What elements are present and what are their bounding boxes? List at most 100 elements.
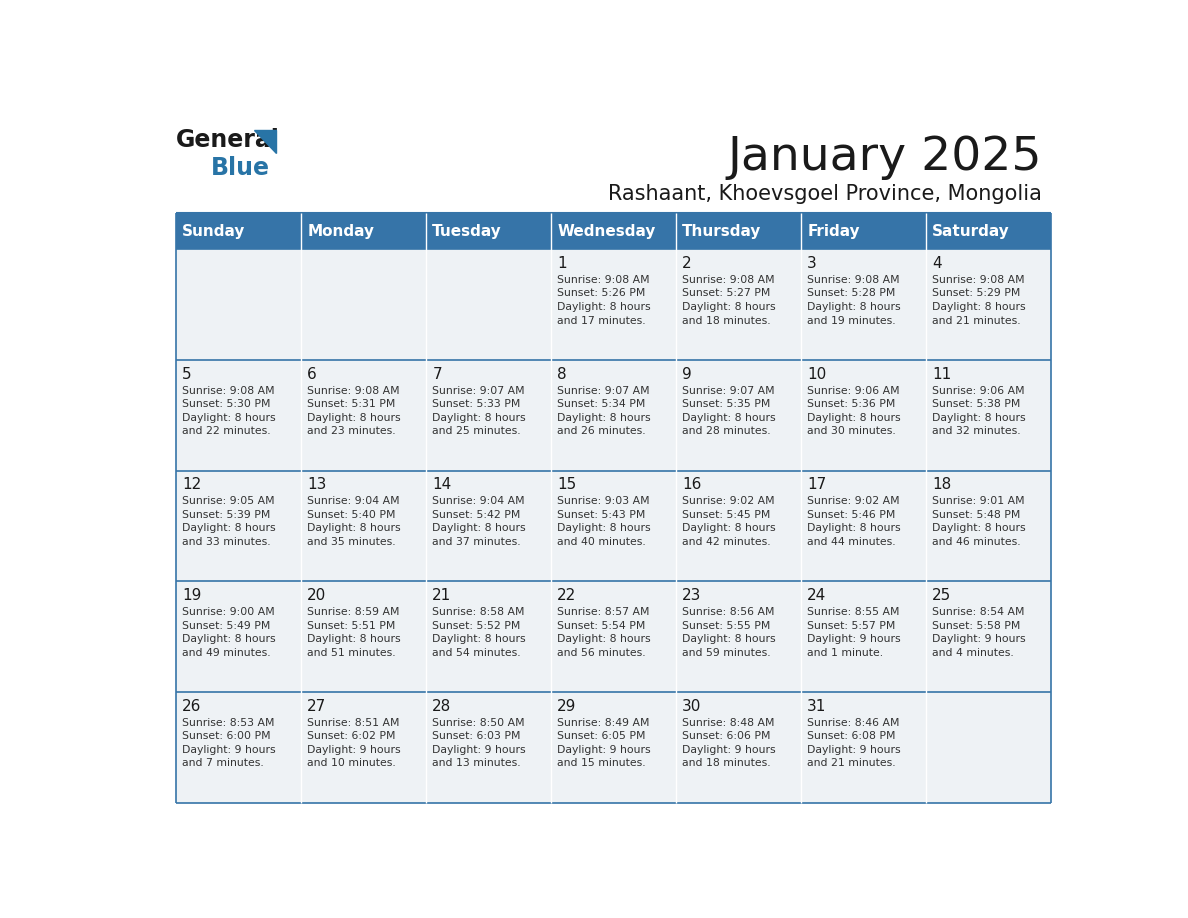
Text: 28: 28	[432, 699, 451, 714]
Text: 12: 12	[183, 477, 202, 492]
Bar	[301, 581, 426, 692]
Bar	[176, 692, 301, 803]
Bar	[676, 250, 801, 360]
Bar	[676, 581, 801, 692]
Text: Sunrise: 8:53 AM
Sunset: 6:00 PM
Daylight: 9 hours
and 7 minutes.: Sunrise: 8:53 AM Sunset: 6:00 PM Dayligh…	[183, 718, 276, 768]
Bar	[551, 471, 676, 581]
Bar	[801, 581, 925, 692]
Text: January 2025: January 2025	[727, 135, 1042, 180]
Text: Sunrise: 9:07 AM
Sunset: 5:35 PM
Daylight: 8 hours
and 28 minutes.: Sunrise: 9:07 AM Sunset: 5:35 PM Dayligh…	[682, 386, 776, 436]
Bar	[925, 692, 1051, 803]
Bar	[426, 250, 551, 360]
Bar	[925, 360, 1051, 471]
Text: Sunrise: 9:06 AM
Sunset: 5:36 PM
Daylight: 8 hours
and 30 minutes.: Sunrise: 9:06 AM Sunset: 5:36 PM Dayligh…	[807, 386, 901, 436]
Text: Blue: Blue	[211, 156, 270, 180]
Text: Sunrise: 9:05 AM
Sunset: 5:39 PM
Daylight: 8 hours
and 33 minutes.: Sunrise: 9:05 AM Sunset: 5:39 PM Dayligh…	[183, 497, 276, 547]
Text: Sunrise: 8:55 AM
Sunset: 5:57 PM
Daylight: 9 hours
and 1 minute.: Sunrise: 8:55 AM Sunset: 5:57 PM Dayligh…	[807, 607, 901, 658]
Bar	[676, 471, 801, 581]
Bar	[176, 581, 301, 692]
Text: Tuesday: Tuesday	[432, 224, 503, 239]
Text: 2: 2	[682, 256, 691, 271]
Bar	[301, 213, 426, 250]
Text: Sunrise: 8:49 AM
Sunset: 6:05 PM
Daylight: 9 hours
and 15 minutes.: Sunrise: 8:49 AM Sunset: 6:05 PM Dayligh…	[557, 718, 651, 768]
Text: Sunrise: 9:07 AM
Sunset: 5:33 PM
Daylight: 8 hours
and 25 minutes.: Sunrise: 9:07 AM Sunset: 5:33 PM Dayligh…	[432, 386, 526, 436]
Bar	[426, 471, 551, 581]
Bar	[676, 692, 801, 803]
Text: 14: 14	[432, 477, 451, 492]
Text: 21: 21	[432, 588, 451, 603]
Text: Sunrise: 9:01 AM
Sunset: 5:48 PM
Daylight: 8 hours
and 46 minutes.: Sunrise: 9:01 AM Sunset: 5:48 PM Dayligh…	[933, 497, 1025, 547]
Text: Sunrise: 9:00 AM
Sunset: 5:49 PM
Daylight: 8 hours
and 49 minutes.: Sunrise: 9:00 AM Sunset: 5:49 PM Dayligh…	[183, 607, 276, 658]
Bar	[551, 213, 676, 250]
Text: 1: 1	[557, 256, 567, 271]
Bar	[925, 250, 1051, 360]
Text: Sunrise: 8:57 AM
Sunset: 5:54 PM
Daylight: 8 hours
and 56 minutes.: Sunrise: 8:57 AM Sunset: 5:54 PM Dayligh…	[557, 607, 651, 658]
Text: Sunrise: 9:02 AM
Sunset: 5:46 PM
Daylight: 8 hours
and 44 minutes.: Sunrise: 9:02 AM Sunset: 5:46 PM Dayligh…	[807, 497, 901, 547]
Text: 8: 8	[557, 367, 567, 382]
Bar	[176, 471, 301, 581]
Text: 17: 17	[807, 477, 827, 492]
Text: Sunrise: 8:56 AM
Sunset: 5:55 PM
Daylight: 8 hours
and 59 minutes.: Sunrise: 8:56 AM Sunset: 5:55 PM Dayligh…	[682, 607, 776, 658]
Text: Sunrise: 9:08 AM
Sunset: 5:30 PM
Daylight: 8 hours
and 22 minutes.: Sunrise: 9:08 AM Sunset: 5:30 PM Dayligh…	[183, 386, 276, 436]
Bar	[176, 250, 301, 360]
Text: 3: 3	[807, 256, 817, 271]
Text: Sunrise: 8:48 AM
Sunset: 6:06 PM
Daylight: 9 hours
and 18 minutes.: Sunrise: 8:48 AM Sunset: 6:06 PM Dayligh…	[682, 718, 776, 768]
Text: Saturday: Saturday	[933, 224, 1010, 239]
Text: Sunrise: 9:04 AM
Sunset: 5:40 PM
Daylight: 8 hours
and 35 minutes.: Sunrise: 9:04 AM Sunset: 5:40 PM Dayligh…	[308, 497, 400, 547]
Bar	[925, 213, 1051, 250]
Text: Sunrise: 8:59 AM
Sunset: 5:51 PM
Daylight: 8 hours
and 51 minutes.: Sunrise: 8:59 AM Sunset: 5:51 PM Dayligh…	[308, 607, 400, 658]
Text: 23: 23	[682, 588, 702, 603]
Text: Sunday: Sunday	[183, 224, 246, 239]
Bar	[301, 692, 426, 803]
Text: 4: 4	[933, 256, 942, 271]
Text: Sunrise: 9:08 AM
Sunset: 5:31 PM
Daylight: 8 hours
and 23 minutes.: Sunrise: 9:08 AM Sunset: 5:31 PM Dayligh…	[308, 386, 400, 436]
Bar	[301, 360, 426, 471]
Text: 22: 22	[557, 588, 576, 603]
Text: 26: 26	[183, 699, 202, 714]
Bar	[176, 360, 301, 471]
Text: Thursday: Thursday	[682, 224, 762, 239]
Text: 25: 25	[933, 588, 952, 603]
Text: 15: 15	[557, 477, 576, 492]
Bar	[676, 213, 801, 250]
Polygon shape	[254, 130, 276, 152]
Bar	[925, 471, 1051, 581]
Text: Sunrise: 9:08 AM
Sunset: 5:26 PM
Daylight: 8 hours
and 17 minutes.: Sunrise: 9:08 AM Sunset: 5:26 PM Dayligh…	[557, 274, 651, 326]
Text: Sunrise: 9:08 AM
Sunset: 5:27 PM
Daylight: 8 hours
and 18 minutes.: Sunrise: 9:08 AM Sunset: 5:27 PM Dayligh…	[682, 274, 776, 326]
Text: 6: 6	[308, 367, 317, 382]
Bar	[801, 471, 925, 581]
Text: 19: 19	[183, 588, 202, 603]
Bar	[551, 360, 676, 471]
Bar	[551, 692, 676, 803]
Bar	[301, 471, 426, 581]
Text: 16: 16	[682, 477, 702, 492]
Text: Sunrise: 8:50 AM
Sunset: 6:03 PM
Daylight: 9 hours
and 13 minutes.: Sunrise: 8:50 AM Sunset: 6:03 PM Dayligh…	[432, 718, 526, 768]
Bar	[676, 360, 801, 471]
Bar	[426, 213, 551, 250]
Text: 10: 10	[807, 367, 827, 382]
Text: 27: 27	[308, 699, 327, 714]
Text: General: General	[176, 128, 280, 151]
Bar	[426, 360, 551, 471]
Bar	[301, 250, 426, 360]
Text: Sunrise: 9:04 AM
Sunset: 5:42 PM
Daylight: 8 hours
and 37 minutes.: Sunrise: 9:04 AM Sunset: 5:42 PM Dayligh…	[432, 497, 526, 547]
Text: Rashaant, Khoevsgoel Province, Mongolia: Rashaant, Khoevsgoel Province, Mongolia	[608, 185, 1042, 205]
Bar	[551, 250, 676, 360]
Text: Friday: Friday	[807, 224, 860, 239]
Text: Monday: Monday	[308, 224, 374, 239]
Text: Sunrise: 9:06 AM
Sunset: 5:38 PM
Daylight: 8 hours
and 32 minutes.: Sunrise: 9:06 AM Sunset: 5:38 PM Dayligh…	[933, 386, 1025, 436]
Bar	[801, 213, 925, 250]
Text: 31: 31	[807, 699, 827, 714]
Bar	[801, 360, 925, 471]
Text: Sunrise: 8:46 AM
Sunset: 6:08 PM
Daylight: 9 hours
and 21 minutes.: Sunrise: 8:46 AM Sunset: 6:08 PM Dayligh…	[807, 718, 901, 768]
Bar	[551, 581, 676, 692]
Text: 30: 30	[682, 699, 702, 714]
Bar	[426, 581, 551, 692]
Text: Sunrise: 8:51 AM
Sunset: 6:02 PM
Daylight: 9 hours
and 10 minutes.: Sunrise: 8:51 AM Sunset: 6:02 PM Dayligh…	[308, 718, 400, 768]
Bar	[426, 692, 551, 803]
Bar	[801, 250, 925, 360]
Text: 20: 20	[308, 588, 327, 603]
Text: 13: 13	[308, 477, 327, 492]
Text: 5: 5	[183, 367, 192, 382]
Text: 24: 24	[807, 588, 827, 603]
